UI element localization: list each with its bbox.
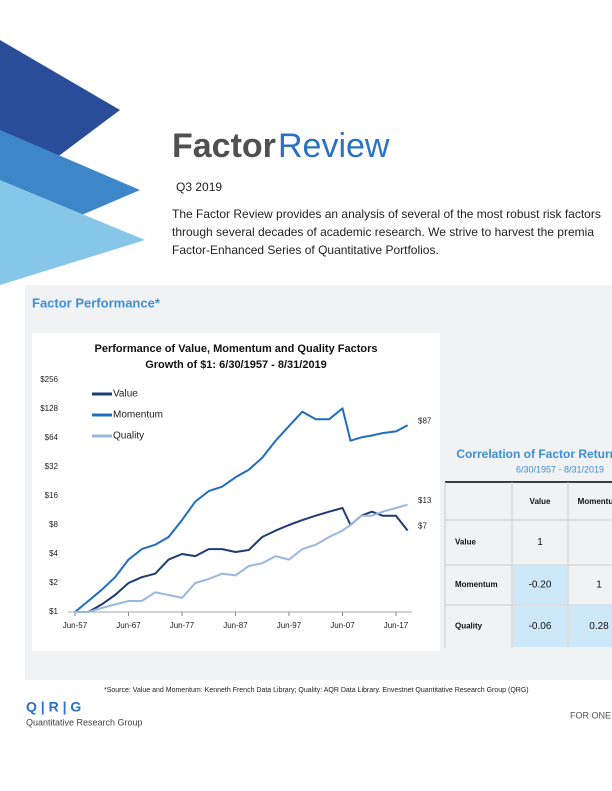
x-tick-label: Jun-07 <box>330 621 355 630</box>
cell-bg <box>513 606 567 647</box>
y-tick-label: $64 <box>45 433 59 442</box>
title-review: Review <box>278 127 390 165</box>
end-label: $13 <box>418 496 432 505</box>
intro-line: through several decades of academic rese… <box>172 225 594 239</box>
x-tick-label: Jun-97 <box>277 621 302 630</box>
chart-title: Performance of Value, Momentum and Quali… <box>94 343 377 355</box>
y-tick-label: $4 <box>49 549 58 558</box>
disclaimer: FOR ONE <box>570 710 611 720</box>
title-factor: Factor <box>172 127 276 165</box>
chart-box <box>32 333 440 651</box>
footnote: *Source: Value and Momentum: Kenneth Fre… <box>104 687 529 694</box>
cell-bg <box>513 566 567 604</box>
x-tick-label: Jun-17 <box>384 621 409 630</box>
legend-label: Momentum <box>113 410 163 421</box>
table-title: Correlation of Factor Returns <box>456 447 612 461</box>
logo: Q | R | G <box>26 699 81 715</box>
cell-bg <box>569 606 612 647</box>
y-tick-label: $2 <box>49 578 58 587</box>
x-tick-label: Jun-87 <box>223 621 248 630</box>
end-label: $87 <box>418 416 432 425</box>
y-tick-label: $16 <box>45 491 59 500</box>
series-line <box>74 407 409 613</box>
intro-line: Factor-Enhanced Series of Quantitative P… <box>172 243 439 257</box>
row-label: Value <box>455 538 476 547</box>
issue: Q3 2019 <box>176 180 222 194</box>
y-tick-label: $128 <box>40 404 58 413</box>
cell: -0.20 <box>529 580 552 591</box>
end-label: $7 <box>418 522 427 531</box>
group-name: Quantitative Research Group <box>26 717 143 727</box>
y-tick-label: $1 <box>49 607 58 616</box>
x-tick-label: Jun-67 <box>116 621 141 630</box>
series-line <box>75 503 408 613</box>
table-header: Momentum <box>578 497 612 506</box>
section-title: Factor Performance* <box>32 295 161 310</box>
cell: 1 <box>537 537 543 548</box>
row-label: Momentum <box>455 580 498 589</box>
legend-label: Value <box>113 389 138 400</box>
y-tick-label: $8 <box>49 520 58 529</box>
y-tick-label: $32 <box>45 462 59 471</box>
decor-triangle <box>0 180 145 285</box>
table-subtitle: 6/30/1957 - 8/31/2019 <box>516 464 604 474</box>
row-label: Quality <box>455 622 483 631</box>
y-tick-label: $256 <box>40 375 58 384</box>
cell: 1 <box>596 580 602 591</box>
cell: 0.28 <box>589 621 609 632</box>
x-tick-label: Jun-77 <box>170 621 195 630</box>
legend-label: Quality <box>113 431 144 442</box>
chart-subtitle: Growth of $1: 6/30/1957 - 8/31/2019 <box>145 359 327 371</box>
x-tick-label: Jun-57 <box>63 621 88 630</box>
cell: -0.06 <box>529 621 552 632</box>
intro-line: The Factor Review provides an analysis o… <box>172 207 601 221</box>
table-header: Value <box>530 497 551 506</box>
